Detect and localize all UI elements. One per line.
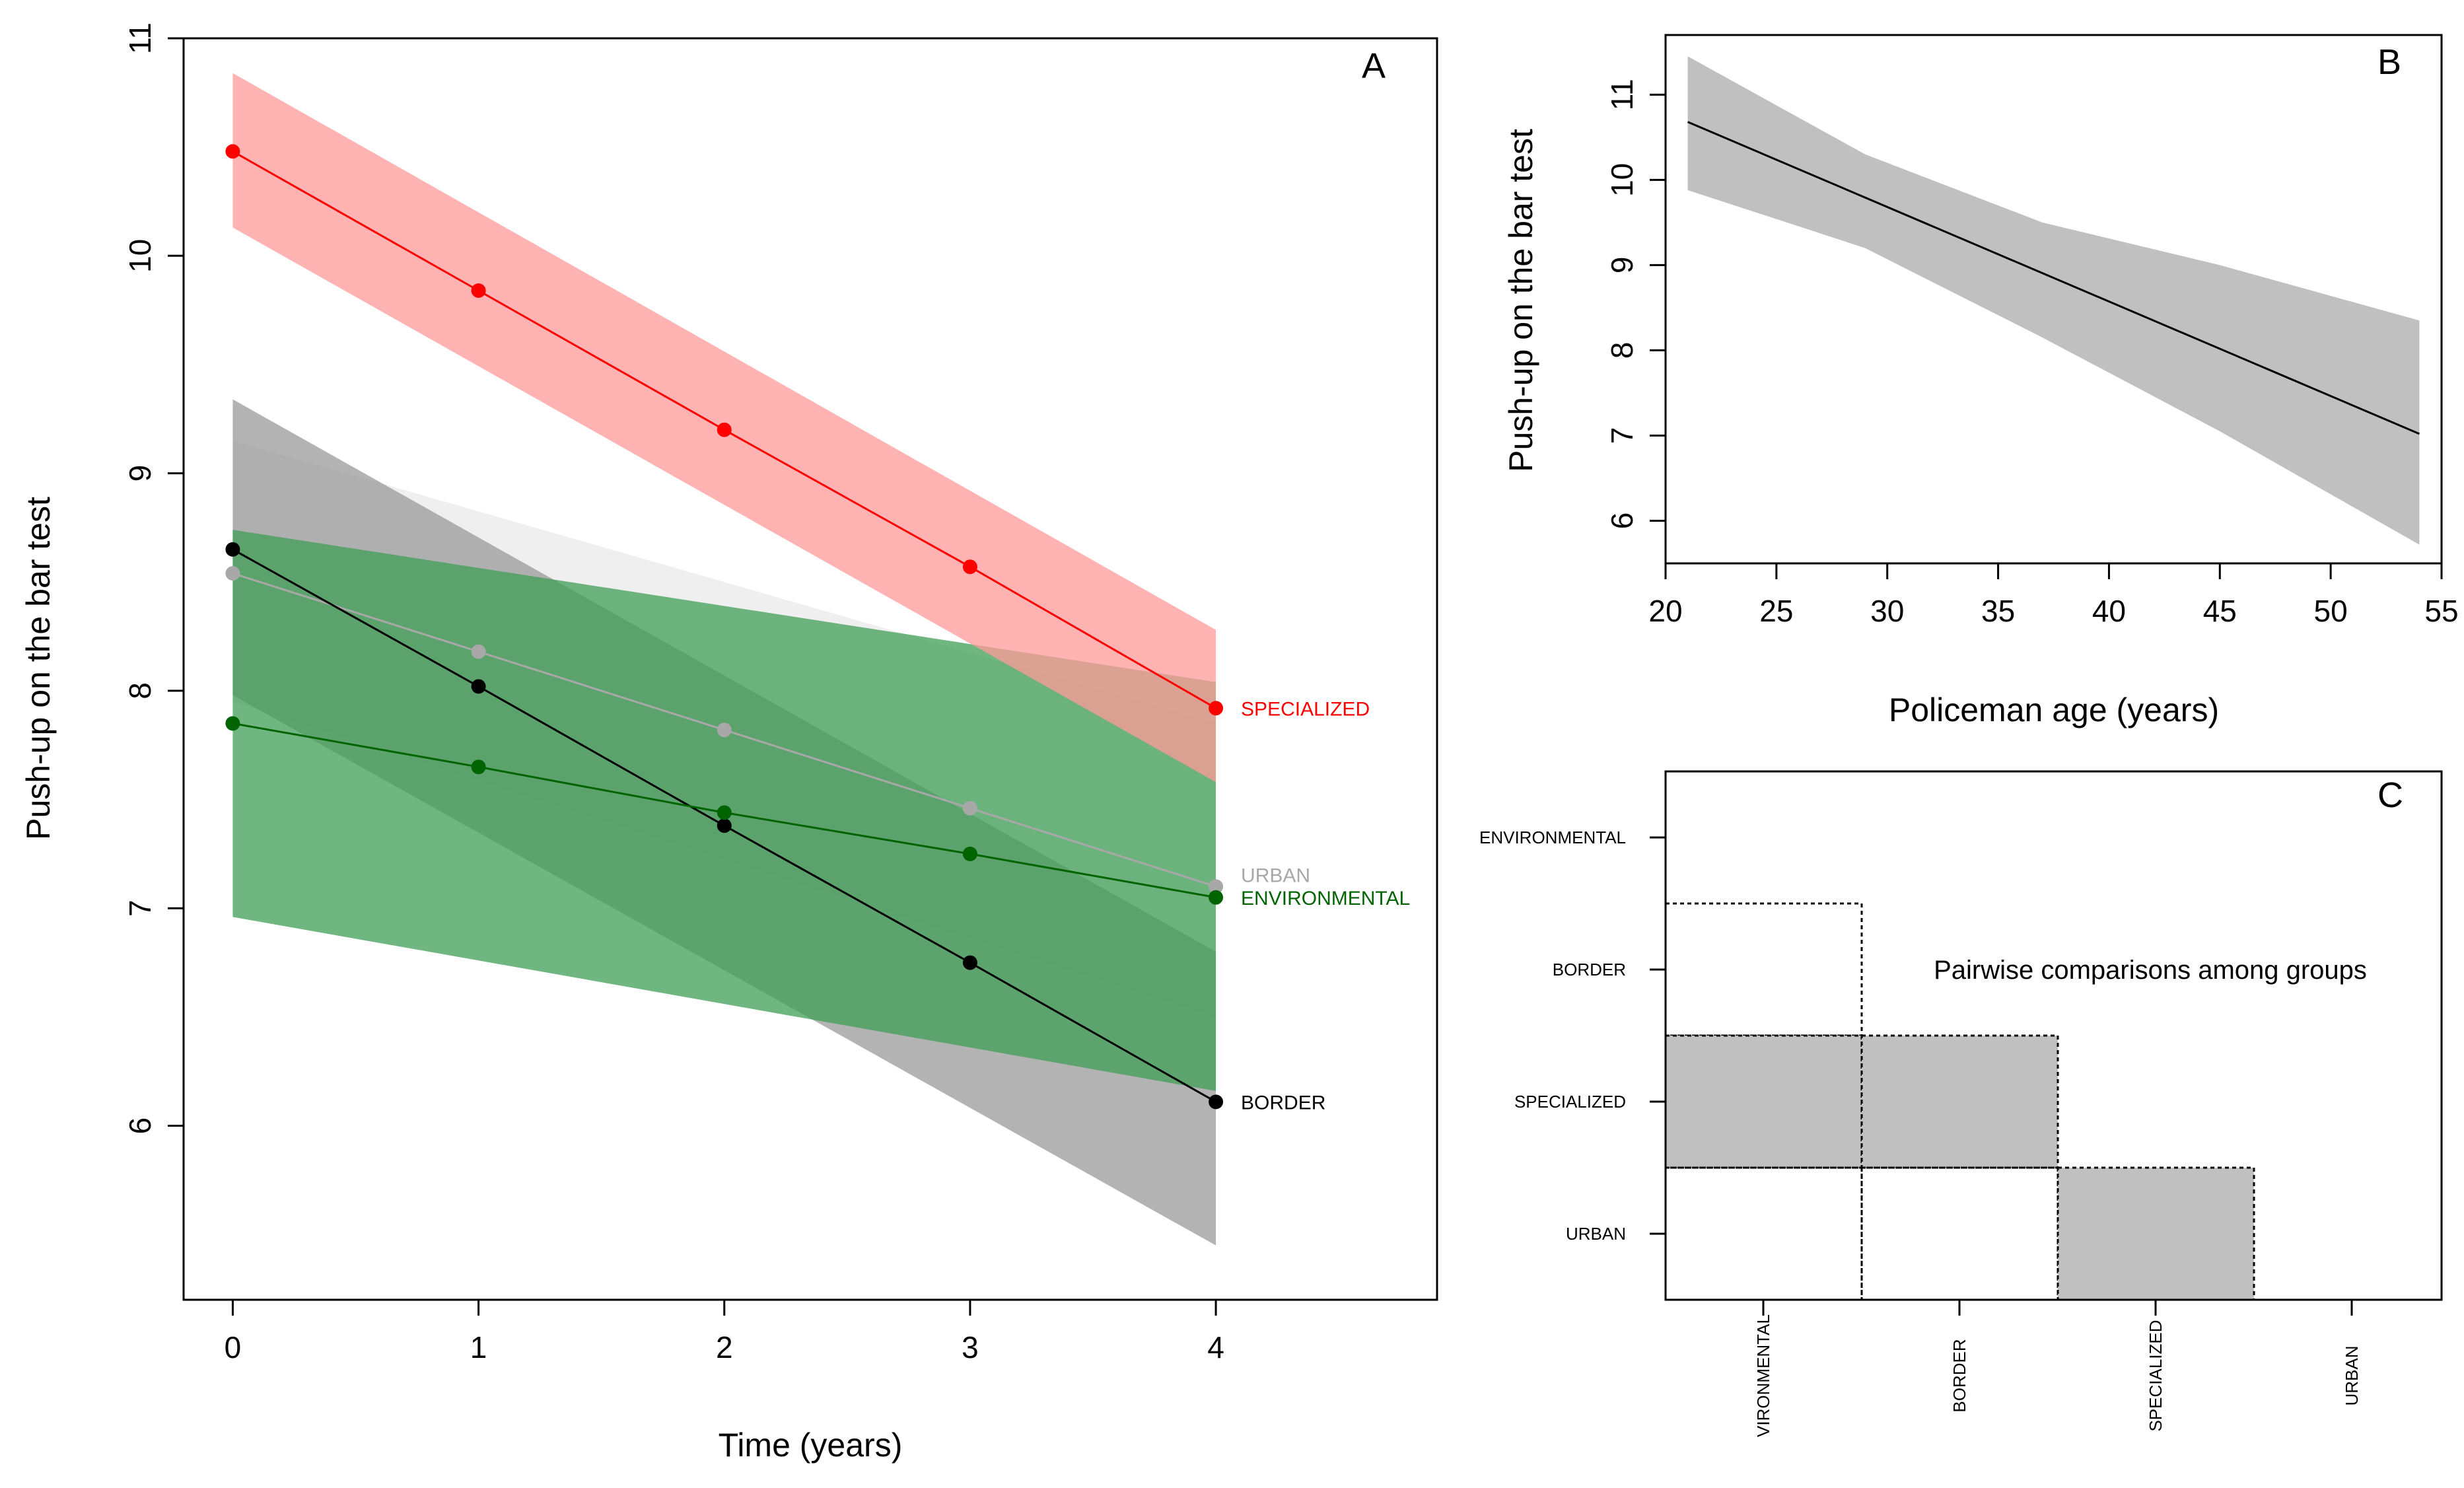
x-tick-label: VIRONMENTAL: [1753, 1314, 1773, 1437]
x-tick-label: 50: [2314, 594, 2348, 628]
panel-b-trend-line: [1687, 121, 2420, 435]
x-tick-label: 40: [2092, 594, 2126, 628]
y-tick-label: 9: [1605, 257, 1639, 274]
comparison-cell-environmental-vs-urban: [1664, 1166, 1863, 1301]
panel-a-label: A: [1362, 46, 1386, 86]
y-tick-label: 11: [123, 22, 157, 54]
x-tick-label: 35: [1981, 594, 2015, 628]
y-tick-label: 10: [1605, 163, 1639, 197]
point-border: [225, 542, 240, 557]
point-environmental: [962, 846, 977, 861]
x-tick-label: 45: [2203, 594, 2237, 628]
panel-c-plot-frame: [1664, 770, 2443, 1301]
y-tick-label: URBAN: [1566, 1224, 1626, 1244]
panel-a-series-labels: URBAN BORDER ENVIRONMENTAL SPECIALIZED: [1241, 698, 1410, 1114]
y-tick-label: 6: [123, 1117, 157, 1135]
point-urban: [962, 800, 977, 816]
comparison-cell-environmental-vs-border: [1664, 902, 1863, 1037]
comparison-cell-border-vs-specialized: [1860, 1034, 2059, 1169]
x-tick-label: 3: [962, 1330, 979, 1364]
comparison-cell-environmental-vs-specialized: [1664, 1034, 1863, 1169]
point-urban: [717, 723, 732, 738]
panel-c-comparison-cells: [1664, 902, 2255, 1301]
y-tick-label: 11: [1605, 79, 1639, 110]
panel-b-label: B: [2377, 42, 2401, 82]
point-specialized: [471, 283, 486, 298]
y-tick-label: 9: [123, 465, 157, 482]
x-tick-label: BORDER: [1950, 1339, 1969, 1412]
point-border: [717, 818, 732, 833]
panel-c-annotation: Pairwise comparisons among groups: [1934, 956, 2367, 985]
panel-a-y-axis: 6 7 8 9 10 11: [123, 22, 184, 1134]
panel-a-data-points: [225, 144, 1224, 1110]
point-environmental: [471, 760, 486, 775]
x-tick-label: 4: [1207, 1330, 1224, 1364]
x-tick-label: URBAN: [2342, 1345, 2362, 1405]
point-environmental: [1209, 890, 1224, 905]
panel-a-plot-frame: [182, 37, 1438, 1301]
point-specialized: [962, 559, 977, 575]
panel-a-x-axis: 0 1 2 3 4: [225, 1300, 1224, 1364]
x-tick-label: 2: [716, 1330, 733, 1364]
y-tick-label: 6: [1605, 513, 1639, 530]
panel-b-x-axis-title: Policeman age (years): [1889, 691, 2219, 728]
y-tick-label: BORDER: [1553, 960, 1626, 979]
panel-c-x-axis: VIRONMENTAL BORDER SPECIALIZED URBAN: [1753, 1300, 2362, 1437]
point-specialized: [717, 422, 732, 437]
point-urban: [471, 644, 486, 659]
panel-a-confidence-bands: [232, 73, 1216, 1246]
x-tick-label: 25: [1759, 594, 1793, 628]
panel-b-y-axis: 6 7 8 9 10 11: [1605, 79, 1666, 529]
panel-b-plot-frame: [1664, 34, 2443, 565]
series-label-environmental: ENVIRONMENTAL: [1241, 888, 1410, 909]
point-border: [471, 679, 486, 694]
comparison-cell-border-vs-urban: [1860, 1166, 2059, 1301]
y-tick-label: 8: [1605, 342, 1639, 359]
x-tick-label: 0: [225, 1330, 242, 1364]
age-line: [1687, 121, 2420, 435]
comparison-cell-specialized-vs-urban: [2057, 1166, 2255, 1301]
panel-a-chart: URBAN BORDER ENVIRONMENTAL SPECIALIZED 0 1 2 3…: [20, 22, 1438, 1464]
point-border: [962, 955, 977, 970]
panel-c-label: C: [2377, 775, 2403, 815]
panel-c-chart: VIRONMENTAL BORDER SPECIALIZED URBAN URBAN S…: [1479, 770, 2443, 1437]
series-label-urban: URBAN: [1241, 865, 1310, 886]
series-label-specialized: SPECIALIZED: [1241, 698, 1370, 720]
point-environmental: [225, 716, 240, 731]
point-border: [1209, 1094, 1224, 1110]
age-band: [1687, 56, 2420, 545]
x-tick-label: 55: [2424, 594, 2458, 628]
x-tick-label: 20: [1648, 594, 1682, 628]
x-tick-label: 1: [470, 1330, 487, 1364]
y-tick-label: 8: [123, 682, 157, 699]
series-label-border: BORDER: [1241, 1092, 1325, 1114]
point-urban: [1209, 879, 1224, 894]
x-tick-label: SPECIALIZED: [2146, 1320, 2165, 1431]
panel-c-y-axis: URBAN SPECIALIZED BORDER ENVIRONMENTAL: [1479, 828, 1666, 1244]
y-tick-label: 7: [123, 900, 157, 917]
panel-b-y-axis-title: Push-up on the bar test: [1502, 129, 1539, 472]
panel-b-confidence-band: [1687, 56, 2420, 545]
x-tick-label: 30: [1870, 594, 1904, 628]
y-tick-label: SPECIALIZED: [1514, 1092, 1626, 1112]
panel-a-y-axis-title: Push-up on the bar test: [20, 497, 57, 840]
point-specialized: [1209, 701, 1224, 716]
panel-b-chart: 20 25 30 35 40 45 50 55 6 7 8 9 10 11 B Policeman ag…: [1502, 34, 2459, 728]
y-tick-label: 7: [1605, 427, 1639, 444]
y-tick-label: 10: [123, 239, 157, 273]
panel-b-x-axis: 20 25 30 35 40 45 50 55: [1648, 563, 2459, 628]
y-tick-label: ENVIRONMENTAL: [1479, 828, 1626, 847]
panel-a-x-axis-title: Time (years): [719, 1427, 903, 1464]
point-environmental: [717, 805, 732, 820]
point-urban: [225, 566, 240, 581]
point-specialized: [225, 144, 240, 159]
